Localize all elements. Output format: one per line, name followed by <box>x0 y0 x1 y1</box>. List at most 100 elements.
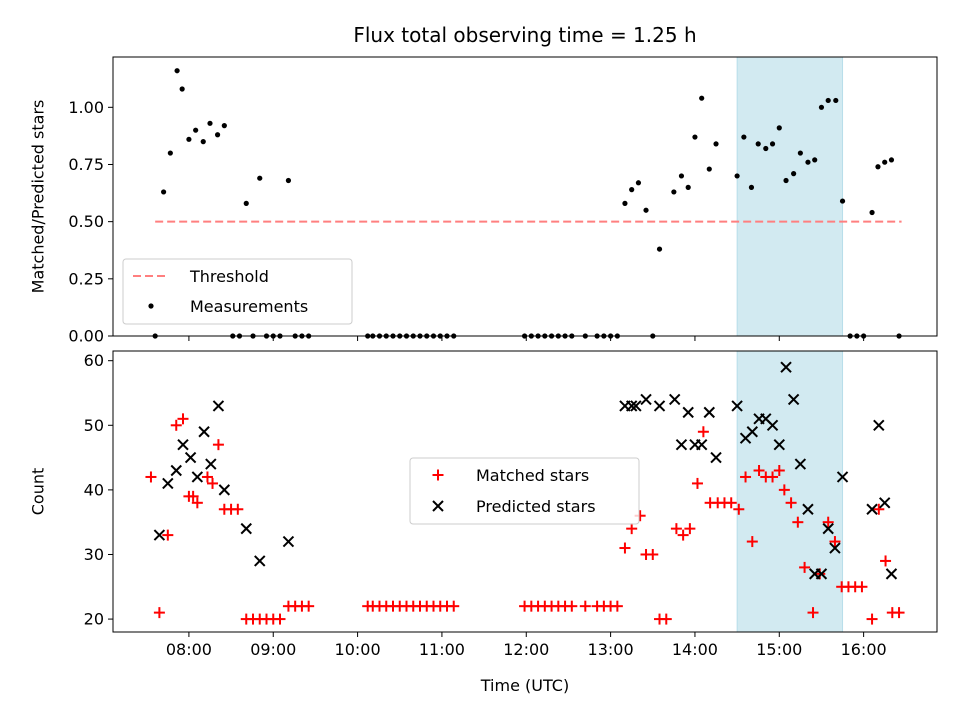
predicted-star-point <box>675 438 688 451</box>
matched-star-point <box>880 555 892 567</box>
measurement-point <box>783 177 789 184</box>
measurement-point <box>776 125 782 131</box>
ratio-legend: Threshold Measurements <box>122 258 353 325</box>
matched-star-point <box>303 600 315 612</box>
predicted-star-point <box>282 535 295 548</box>
predicted-star-point <box>766 419 779 431</box>
ratio-y-axis-label: Matched/Predicted stars <box>29 100 48 294</box>
ratio-legend-box <box>122 258 353 325</box>
predicted-star-point <box>780 361 792 373</box>
measurement-point <box>706 166 712 172</box>
predicted-stars-series <box>153 361 898 580</box>
cross-stroke <box>653 400 666 412</box>
predicted-star-point <box>695 438 708 451</box>
predicted-star-point <box>829 542 841 554</box>
matched-stars-series <box>145 413 905 625</box>
matched-star-point <box>773 465 785 477</box>
matched-star-point <box>579 600 591 612</box>
measurement-point <box>200 139 206 145</box>
matched-star-point <box>187 490 199 502</box>
matched-star-point <box>778 484 790 496</box>
matched-star-point <box>873 503 885 515</box>
cross-stroke <box>218 484 231 496</box>
predicted-star-point <box>746 426 759 438</box>
measurement-point <box>671 189 677 195</box>
predicted-star-point <box>866 503 878 515</box>
measurement-point <box>869 209 875 216</box>
y-tick-label: 1.00 <box>68 98 104 117</box>
predicted-star-point <box>879 497 891 509</box>
matched-star-point <box>162 529 174 541</box>
predicted-star-point <box>177 438 189 451</box>
predicted-star-point <box>205 458 217 470</box>
matched-star-point <box>697 426 709 438</box>
measurement-point <box>713 141 719 147</box>
cross-stroke <box>184 451 197 464</box>
ratio-panel: 0.00 0.25 0.50 0.75 1.00 Flux total observin… <box>29 23 938 346</box>
cross-stroke <box>787 393 800 406</box>
cross-stroke <box>282 535 295 548</box>
measurement-point <box>257 175 263 181</box>
matched-star-point <box>733 503 745 515</box>
x-tick-label: 10:00 <box>335 640 381 659</box>
cross-stroke <box>640 393 652 406</box>
measurement-point <box>875 164 881 170</box>
cross-stroke <box>191 471 204 483</box>
cross-stroke <box>885 568 898 580</box>
matched-star-point <box>866 613 878 625</box>
cross-stroke <box>873 419 885 431</box>
cross-stroke <box>254 555 266 567</box>
matched-star-point <box>856 581 868 593</box>
matched-star-point <box>753 465 765 477</box>
measurement-point <box>161 189 167 195</box>
measurement-point <box>769 141 776 147</box>
matched-star-point <box>670 523 682 535</box>
matched-star-point <box>822 516 834 528</box>
matched-star-point <box>232 503 244 515</box>
measurement-point <box>221 123 227 129</box>
predicted-star-point <box>710 451 722 464</box>
predicted-star-point <box>191 471 204 483</box>
y-axis-ticks: 20 30 40 50 60 <box>84 351 113 629</box>
matched-star-point <box>611 600 623 612</box>
measurement-point <box>734 173 740 179</box>
y-tick-label: 50 <box>84 416 104 435</box>
y-tick-label: 30 <box>84 545 104 564</box>
x-tick-label: 11:00 <box>419 640 465 659</box>
matched-star-point <box>201 471 213 483</box>
predicted-star-point <box>625 400 638 412</box>
x-tick-label: 12:00 <box>503 640 549 659</box>
observing-window-span <box>736 56 844 337</box>
measurement-point <box>685 184 691 190</box>
cross-stroke <box>829 542 841 554</box>
measurement-point <box>167 150 173 156</box>
ratio-axes-frame <box>112 56 938 337</box>
measurement-point <box>805 159 811 165</box>
predicted-star-point <box>668 393 681 406</box>
predicted-star-point <box>653 400 666 412</box>
measurement-point <box>656 246 663 252</box>
measurement-point <box>174 68 180 74</box>
legend-matched-swatch <box>432 469 444 481</box>
matched-star-point <box>145 471 157 483</box>
cross-stroke <box>815 568 828 580</box>
predicted-star-point <box>630 400 642 412</box>
measurement-point <box>207 120 213 126</box>
matched-star-point <box>619 542 631 554</box>
predicted-star-point <box>836 471 849 483</box>
cross-stroke <box>205 458 217 470</box>
predicted-star-point <box>773 438 785 451</box>
y-tick-label: 0.75 <box>68 155 104 174</box>
measurement-point <box>635 180 642 186</box>
matched-star-point <box>785 497 797 509</box>
predicted-star-point <box>794 458 807 470</box>
measurement-point <box>882 159 888 165</box>
matched-star-point <box>448 600 460 612</box>
matched-star-point <box>677 529 689 541</box>
measurement-point <box>825 97 831 104</box>
cross-stroke <box>836 471 849 483</box>
x-tick-label: 08:00 <box>166 640 212 659</box>
matched-star-point <box>767 471 779 483</box>
matched-star-point <box>191 497 203 509</box>
matched-star-point <box>177 413 189 425</box>
